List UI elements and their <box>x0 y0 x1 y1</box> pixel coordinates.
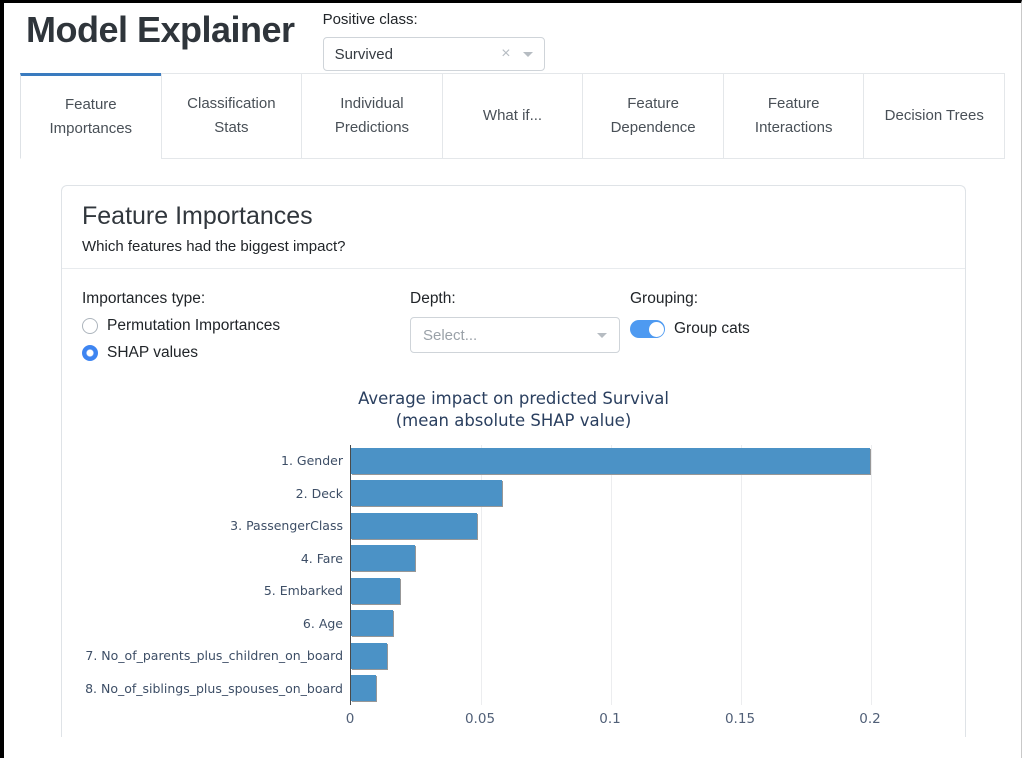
x-tick-label: 0.1 <box>599 710 621 727</box>
positive-class-label: Positive class: <box>322 11 418 28</box>
bar[interactable] <box>351 512 478 539</box>
x-tick-label: 0.15 <box>724 710 756 727</box>
chart-title: Average impact on predicted Survival (me… <box>82 388 945 433</box>
clear-icon[interactable]: × <box>501 45 511 62</box>
bar[interactable] <box>351 577 401 604</box>
card-subtitle: Which features had the biggest impact? <box>82 238 346 255</box>
importances-type-control: Importances type: Permutation Importance… <box>82 290 410 362</box>
y-axis-label: 7. No_of_parents_plus_children_on_board <box>85 648 343 664</box>
y-axis-label: 6. Age <box>302 615 343 631</box>
card-header: Feature Importances Which features had t… <box>62 186 965 269</box>
shap-importances-chart: Average impact on predicted Survival (me… <box>62 388 965 731</box>
radio-icon[interactable] <box>82 345 98 361</box>
x-axis: 0 0.05 0.1 0.15 0.2 <box>82 705 945 731</box>
tab-bar: Feature Importances Classification Stats I… <box>20 73 1006 159</box>
tab-classification-stats[interactable]: Classification Stats <box>160 73 303 159</box>
bar-row <box>351 672 945 705</box>
radio-option-shap-values[interactable]: SHAP values <box>82 344 410 362</box>
depth-select-placeholder: Select... <box>423 326 478 344</box>
y-axis-label: 1. Gender <box>281 453 343 469</box>
tab-feature-importances[interactable]: Feature Importances <box>20 73 162 159</box>
plot-area <box>350 444 945 705</box>
x-tick-label: 0 <box>345 710 355 727</box>
select-caret-icon[interactable] <box>597 332 607 338</box>
positive-class-control: Positive class: Survived × <box>322 8 545 71</box>
tab-what-if[interactable]: What if... <box>441 73 584 159</box>
app-title: Model Explainer <box>26 9 295 50</box>
chart-title-line1: Average impact on predicted Survival <box>358 389 669 408</box>
importances-type-label: Importances type: <box>82 290 206 307</box>
bar[interactable] <box>351 545 416 572</box>
depth-control: Depth: Select... <box>410 290 630 362</box>
y-axis-label: 8. No_of_siblings_plus_spouses_on_board <box>85 680 343 696</box>
bar-row <box>351 445 945 478</box>
radio-option-permutation-importances[interactable]: Permutation Importances <box>82 317 410 335</box>
x-tick-label: 0.05 <box>464 710 496 727</box>
group-cats-toggle[interactable] <box>630 320 665 338</box>
grouping-control: Grouping: Group cats <box>630 290 945 362</box>
bar[interactable] <box>351 447 870 474</box>
tab-feature-interactions[interactable]: Feature Interactions <box>722 73 865 159</box>
gridline <box>871 444 872 705</box>
tab-individual-predictions[interactable]: Individual Predictions <box>301 73 443 159</box>
tab-decision-trees[interactable]: Decision Trees <box>863 73 1006 159</box>
y-axis-label: 3. PassengerClass <box>230 518 343 534</box>
bar-row <box>351 477 945 510</box>
y-axis-labels: 1. Gender 2. Deck 3. PassengerClass 4. Fare… <box>82 445 350 705</box>
chart-title-line2: (mean absolute SHAP value) <box>395 411 632 431</box>
card-title: Feature Importances <box>82 202 313 230</box>
depth-label: Depth: <box>410 290 456 307</box>
bar[interactable] <box>351 675 376 702</box>
y-axis-label: 4. Fare <box>300 550 343 566</box>
grouping-label: Grouping: <box>630 290 699 307</box>
depth-select[interactable]: Select... <box>410 317 620 353</box>
bar-row <box>351 607 945 640</box>
group-cats-row: Group cats <box>630 320 945 338</box>
bar-row <box>351 575 945 608</box>
tab-feature-dependence[interactable]: Feature Dependence <box>582 73 724 159</box>
y-axis-label: 5. Embarked <box>263 583 343 599</box>
header: Model Explainer Positive class: Survived… <box>4 3 1021 71</box>
importances-type-radios: Permutation Importances SHAP values <box>82 317 410 362</box>
bar[interactable] <box>351 480 502 507</box>
plot: 1. Gender 2. Deck 3. PassengerClass 4. Fare… <box>82 444 945 705</box>
y-axis-label: 2. Deck <box>295 485 343 501</box>
bar-row <box>351 640 945 673</box>
positive-class-dropdown[interactable]: Survived × <box>322 37 545 71</box>
radio-option-label: Permutation Importances <box>107 317 281 334</box>
positive-class-value: Survived <box>334 45 393 63</box>
group-cats-label: Group cats <box>674 320 750 337</box>
radio-option-label: SHAP values <box>107 344 199 361</box>
bar[interactable] <box>351 610 393 637</box>
toggle-knob-icon <box>648 321 664 337</box>
radio-icon[interactable] <box>82 318 98 334</box>
bar-row <box>351 542 945 575</box>
gridline <box>481 444 482 705</box>
dropdown-caret-icon[interactable] <box>522 51 533 57</box>
x-tick-label: 0.2 <box>859 710 881 727</box>
gridline <box>611 444 612 705</box>
bar-row <box>351 510 945 543</box>
gridline <box>741 444 742 705</box>
x-axis-ticks: 0 0.05 0.1 0.15 0.2 <box>346 705 945 731</box>
controls-row: Importances type: Permutation Importance… <box>62 269 965 362</box>
bar[interactable] <box>351 642 387 669</box>
feature-importances-card: Feature Importances Which features had t… <box>61 185 966 737</box>
